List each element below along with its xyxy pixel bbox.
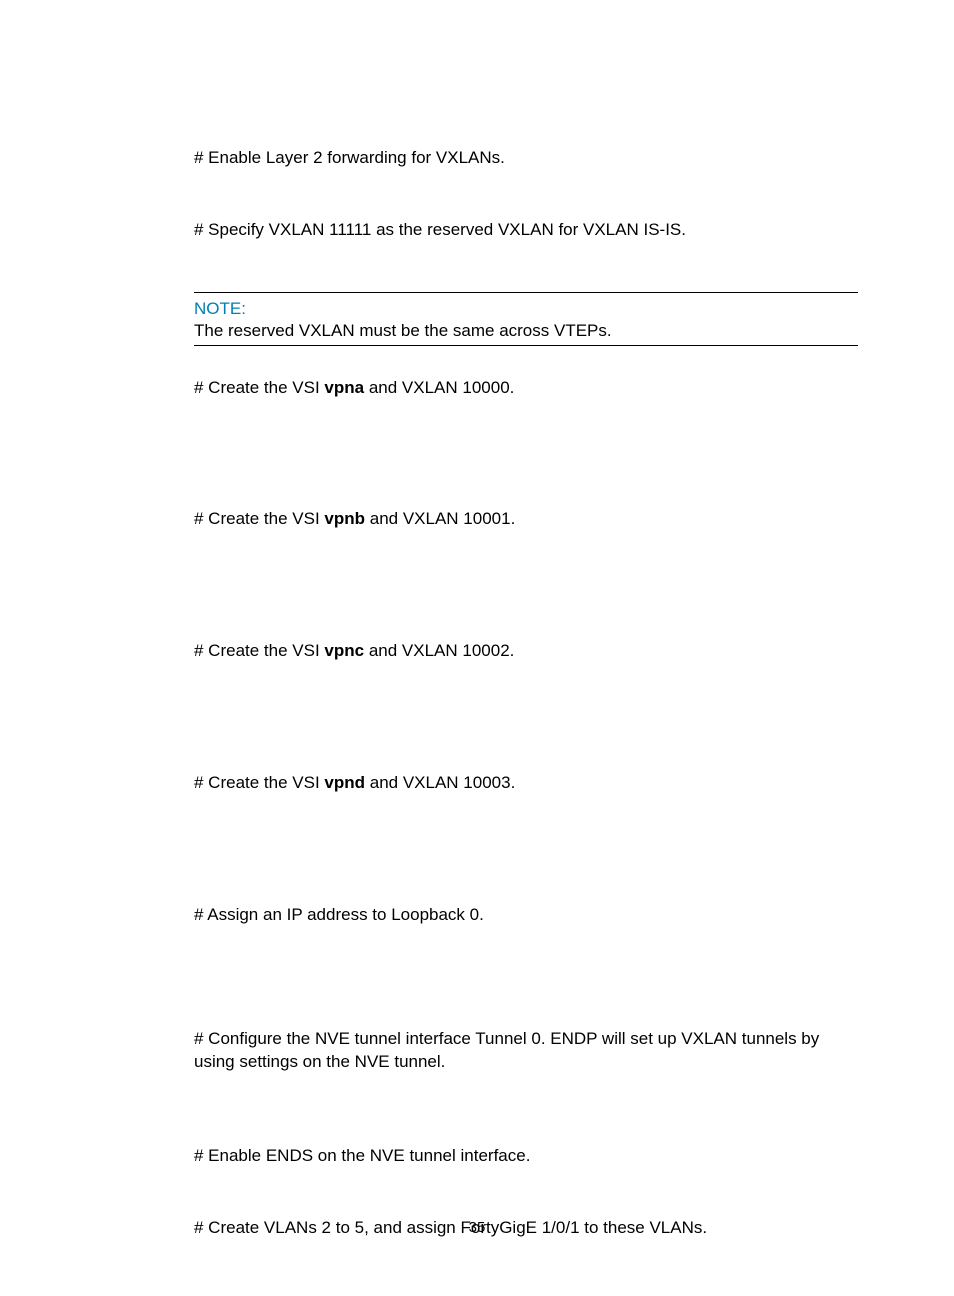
text-fragment: and VXLAN 10001. [365, 509, 515, 528]
text-fragment: # Create the VSI [194, 378, 324, 397]
text-fragment: # Create the VSI [194, 509, 324, 528]
text-fragment: # Create the VSI [194, 641, 324, 660]
bold-term: vpna [324, 378, 364, 397]
body-text: # Enable ENDS on the NVE tunnel interfac… [194, 1144, 858, 1168]
body-text: # Create the VSI vpnd and VXLAN 10003. [194, 771, 858, 795]
note-block: NOTE: The reserved VXLAN must be the sam… [194, 292, 858, 346]
bold-term: vpnb [324, 509, 365, 528]
page-number: 35 [0, 1219, 954, 1236]
bold-term: vpnc [324, 641, 364, 660]
note-rule-bottom [194, 345, 858, 346]
body-text: # Assign an IP address to Loopback 0. [194, 903, 858, 927]
note-body: The reserved VXLAN must be the same acro… [194, 321, 858, 341]
body-text: # Configure the NVE tunnel interface Tun… [194, 1027, 858, 1075]
body-text: # Enable Layer 2 forwarding for VXLANs. [194, 146, 858, 170]
bold-term: vpnd [324, 773, 365, 792]
note-rule-top [194, 292, 858, 293]
text-fragment: and VXLAN 10003. [365, 773, 515, 792]
body-text: # Create the VSI vpnb and VXLAN 10001. [194, 507, 858, 531]
text-fragment: # Create the VSI [194, 773, 324, 792]
note-label: NOTE: [194, 299, 858, 319]
text-fragment: and VXLAN 10002. [364, 641, 514, 660]
body-text: # Create the VSI vpnc and VXLAN 10002. [194, 639, 858, 663]
body-text: # Specify VXLAN 11111 as the reserved VX… [194, 218, 858, 242]
body-text: # Create the VSI vpna and VXLAN 10000. [194, 376, 858, 400]
text-fragment: and VXLAN 10000. [364, 378, 514, 397]
document-page: # Enable Layer 2 forwarding for VXLANs. … [0, 0, 954, 1296]
